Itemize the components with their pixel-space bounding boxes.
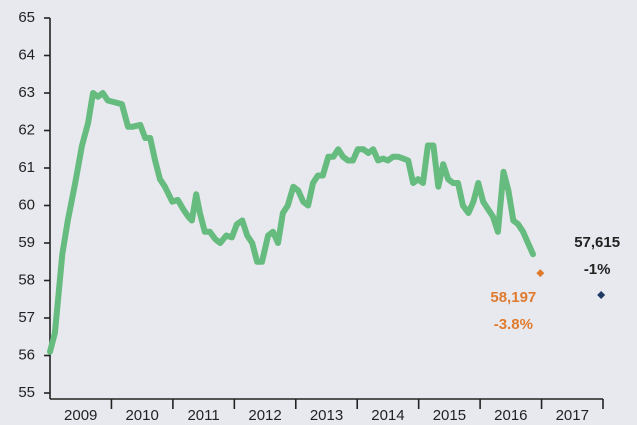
x-tick-label: 2016 <box>494 407 527 424</box>
y-tick-label: 59 <box>18 234 35 251</box>
x-tick-label: 2014 <box>371 407 404 424</box>
y-tick-label: 64 <box>18 46 35 63</box>
y-tick-label: 65 <box>18 9 35 26</box>
marker <box>597 290 606 299</box>
y-tick-label: 63 <box>18 84 35 101</box>
y-tick-label: 56 <box>18 346 35 363</box>
value-label: 58,197 <box>490 289 536 306</box>
change-label: -1% <box>584 261 611 278</box>
x-tick-label: 2012 <box>248 407 281 424</box>
y-tick-label: 57 <box>18 309 35 326</box>
x-tick-label: 2009 <box>64 407 97 424</box>
y-tick-label: 58 <box>18 271 35 288</box>
y-tick-label: 61 <box>18 159 35 176</box>
x-tick-label: 2010 <box>125 407 158 424</box>
x-tick-label: 2017 <box>556 407 589 424</box>
y-tick-label: 60 <box>18 196 35 213</box>
value-label: 57,615 <box>574 234 620 251</box>
x-tick-label: 2013 <box>310 407 343 424</box>
x-tick-label: 2015 <box>433 407 466 424</box>
change-label: -3.8% <box>494 316 533 333</box>
data-line <box>47 90 536 355</box>
y-tick-label: 55 <box>18 384 35 401</box>
marker <box>536 269 545 278</box>
y-tick-label: 62 <box>18 121 35 138</box>
x-tick-label: 2011 <box>187 407 219 424</box>
